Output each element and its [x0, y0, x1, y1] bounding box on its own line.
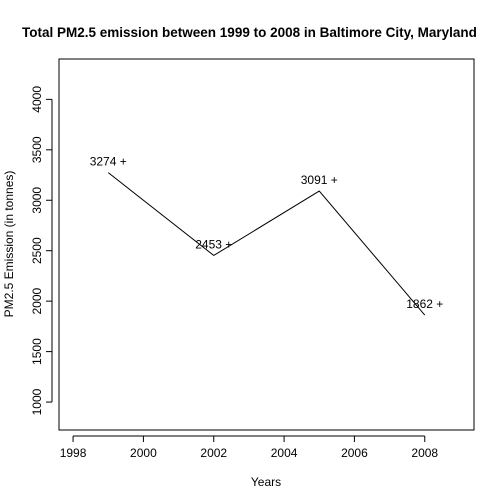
x-tick-label-1998: 1998: [60, 446, 87, 460]
y-tick-label-3000: 3000: [30, 187, 44, 214]
y-tick-label-1500: 1500: [30, 338, 44, 365]
plot-frame: [58, 58, 475, 431]
x-tick-label-2002: 2002: [200, 446, 227, 460]
x-tick-label-2006: 2006: [341, 446, 368, 460]
x-axis-label: Years: [251, 475, 281, 489]
data-label-2005: 3091 +: [301, 173, 338, 187]
x-tick-label-2008: 2008: [411, 446, 438, 460]
y-tick-label-3500: 3500: [30, 136, 44, 163]
x-tick-label-2004: 2004: [271, 446, 298, 460]
x-axis: 1998 2000 2002 2004 2006 2008: [60, 435, 438, 460]
chart-title: Total PM2.5 emission between 1999 to 200…: [22, 25, 477, 40]
x-tick-label-2000: 2000: [130, 446, 157, 460]
y-tick-label-2500: 2500: [30, 237, 44, 264]
y-tick-label-4000: 4000: [30, 86, 44, 113]
series-line-0: [107, 172, 426, 316]
y-tick-label-1000: 1000: [30, 388, 44, 415]
y-axis-label: PM2.5 Emission (in tonnes): [2, 171, 16, 318]
y-axis: 1000 1500 2000 2500 3000 3500 4000: [30, 86, 53, 415]
data-label-2008: 1862 +: [406, 297, 443, 311]
data-labels: 3274 + 2453 + 3091 + 1862 +: [90, 155, 444, 311]
y-tick-label-2000: 2000: [30, 287, 44, 314]
data-label-2002: 2453 +: [195, 237, 232, 251]
data-label-1999: 3274 +: [90, 155, 127, 169]
series-layer: [107, 172, 426, 316]
